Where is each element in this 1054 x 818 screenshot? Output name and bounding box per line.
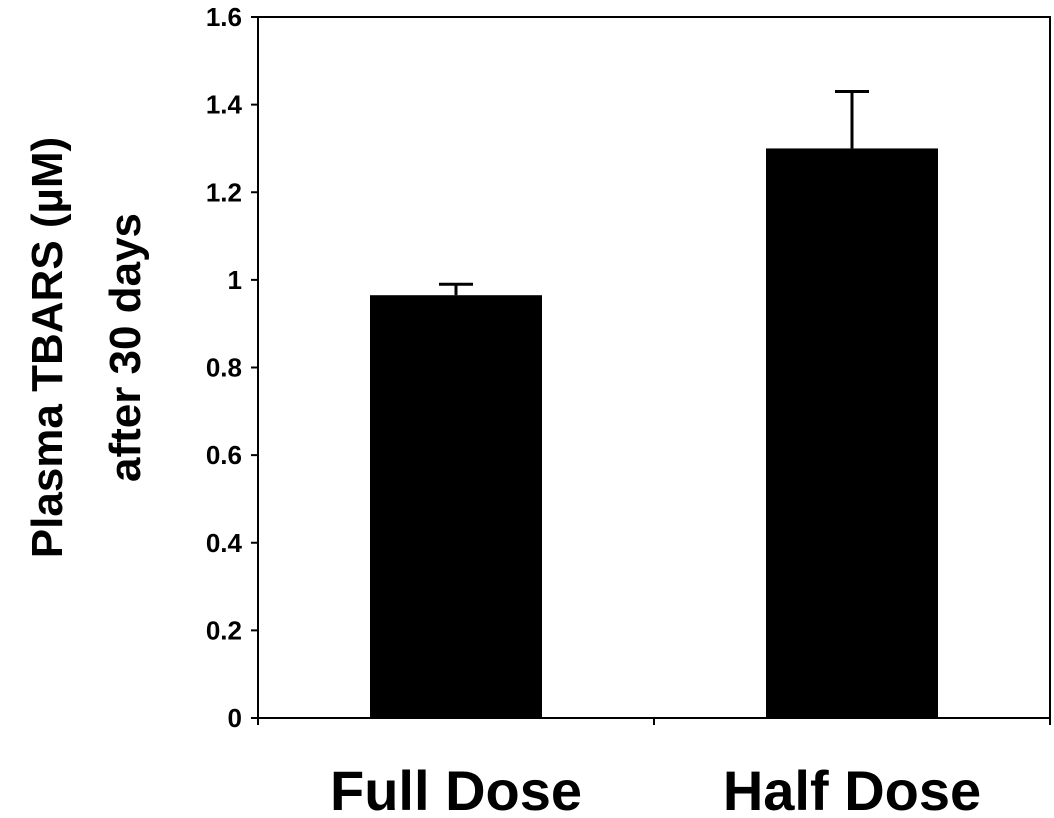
y-tick-label: 0.6: [206, 440, 242, 470]
y-tick-label: 1: [228, 265, 242, 295]
x-category-label: Half Dose: [723, 759, 981, 818]
error-bar: [835, 89, 869, 149]
error-bars: [439, 89, 869, 296]
bars: [370, 148, 938, 718]
y-tick-label: 1.2: [206, 177, 242, 207]
x-axis-category-labels: Full Dose Half Dose: [330, 759, 981, 818]
bar: [766, 148, 938, 718]
y-tick-label: 0.4: [206, 528, 243, 558]
y-tick-label: 1.6: [206, 2, 242, 32]
y-axis-ticks: 0 0.2 0.4 0.6 0.8 1 1.2 1.4 1.6: [206, 2, 1051, 733]
error-bar: [439, 282, 473, 296]
x-category-label: Full Dose: [330, 759, 582, 818]
y-tick-label: 0.8: [206, 353, 242, 383]
y-axis-title: Plasma TBARS (µM) after 30 days: [23, 137, 150, 558]
bar: [370, 295, 542, 718]
y-tick-label: 1.4: [206, 90, 243, 120]
y-tick-label: 0.2: [206, 615, 242, 645]
y-tick-label: 0: [228, 703, 242, 733]
y-axis-title-line-1: Plasma TBARS (µM): [23, 137, 72, 558]
y-axis-title-line-2: after 30 days: [101, 213, 150, 482]
